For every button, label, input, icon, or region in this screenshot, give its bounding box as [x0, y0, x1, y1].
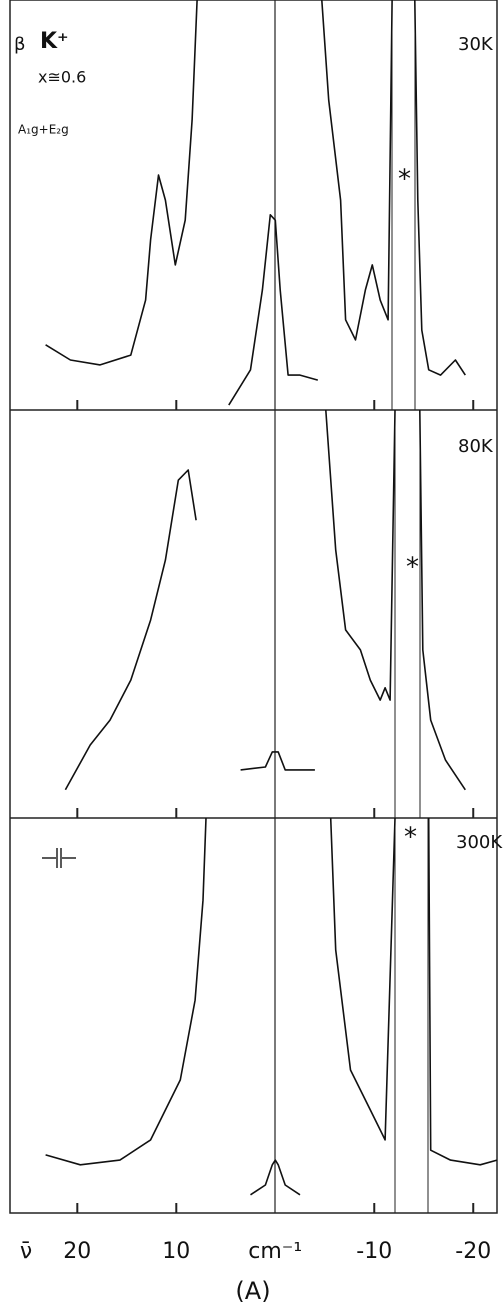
frame [9, 0, 498, 1214]
spectrum [240, 751, 315, 771]
annotation: 30K [458, 34, 494, 55]
spectrum [419, 409, 466, 791]
spectrum [414, 0, 466, 376]
annotation: * [398, 165, 411, 195]
annotation: * [404, 823, 417, 853]
annotation: 80K [458, 436, 494, 457]
caption: (A) [235, 1277, 270, 1305]
x-tick-label: -10 [356, 1239, 392, 1264]
x-tick-label: cm⁻¹ [248, 1239, 302, 1264]
annotation: x≅0.6 [38, 68, 86, 87]
spectrum [45, 817, 207, 1166]
spectrum [250, 1159, 301, 1196]
resolution-marker [42, 848, 76, 868]
annotation: A₁g+E₂g [18, 123, 69, 137]
spectrum [427, 817, 498, 1166]
spectrum [329, 817, 396, 1141]
x-tick-label: -20 [455, 1239, 491, 1264]
spectrum [325, 409, 396, 701]
annotation: β [14, 34, 26, 55]
spectrum [321, 0, 393, 341]
annotation: K⁺ [40, 29, 69, 54]
spectrum [64, 469, 197, 791]
annotation: * [406, 553, 419, 583]
spectrum [45, 0, 198, 366]
annotation: 300K [456, 832, 503, 853]
x-axis-label: ν̄ [20, 1239, 32, 1264]
spectrum [228, 214, 319, 406]
x-tick-label: 20 [63, 1239, 91, 1264]
x-tick-label: 10 [162, 1239, 190, 1264]
